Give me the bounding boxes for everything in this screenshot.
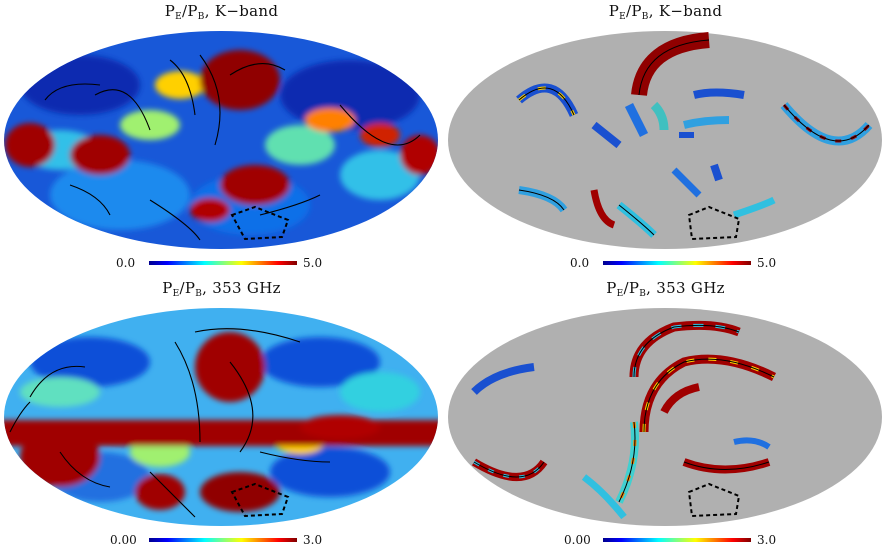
- colorbar: 0.00 3.0: [0, 532, 443, 548]
- panel-bottom-left: PE/PB, 353 GHz: [0, 277, 443, 553]
- colorbar-strip: [149, 261, 297, 265]
- colorbar-min-label: 0.00: [564, 533, 591, 547]
- colorbar-min-label: 0.00: [110, 533, 137, 547]
- region-outline: [687, 205, 741, 241]
- colorbar-strip: [603, 261, 751, 265]
- colorbar-strip: [603, 538, 751, 542]
- region-outline: [230, 205, 290, 241]
- colorbar: 0.0 5.0: [0, 255, 443, 271]
- region-outline: [230, 482, 290, 518]
- panel-bottom-right: PE/PB, 353 GHz: [444, 277, 887, 553]
- region-outline: [687, 482, 741, 518]
- colorbar: 0.0 5.0: [444, 255, 887, 271]
- colorbar-max-label: 3.0: [757, 533, 777, 547]
- colorbar-min-label: 0.0: [570, 256, 590, 270]
- panel-top-right: PE/PB, K−band: [444, 0, 887, 276]
- sky-map: [4, 31, 438, 249]
- panel-title: PE/PB, K−band: [164, 2, 279, 22]
- sky-map: [4, 308, 438, 526]
- colorbar-max-label: 5.0: [303, 256, 323, 270]
- colorbar-min-label: 0.0: [116, 256, 136, 270]
- panel-title: PE/PB, 353 GHz: [606, 279, 725, 299]
- panel-top-left: PE/PB, K−band: [0, 0, 443, 276]
- colorbar-max-label: 3.0: [303, 533, 323, 547]
- colorbar: 0.00 3.0: [444, 532, 887, 548]
- masked-sky-map: [448, 31, 882, 249]
- masked-sky-map: [448, 308, 882, 526]
- colorbar-max-label: 5.0: [757, 256, 777, 270]
- panel-title: PE/PB, K−band: [608, 2, 723, 22]
- panel-title: PE/PB, 353 GHz: [162, 279, 281, 299]
- colorbar-strip: [149, 538, 297, 542]
